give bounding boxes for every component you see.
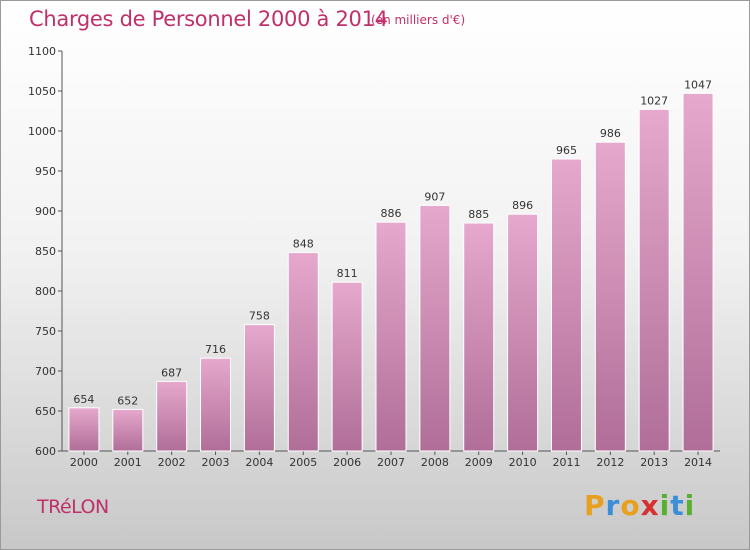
bar-data-label: 654 [73,393,94,406]
x-tick-label: 2003 [202,456,230,469]
y-tick-label: 800 [35,285,56,298]
x-tick-label: 2010 [509,456,537,469]
x-tick-label: 2005 [289,456,317,469]
bar-data-label: 687 [161,366,182,379]
bar [375,221,407,452]
bar [682,92,714,452]
chart-title: Charges de Personnel 2000 à 2014 [29,7,388,31]
bar-data-label: 1047 [684,78,712,91]
y-tick-label: 950 [35,165,56,178]
x-tick-label: 2011 [552,456,580,469]
chart-subtitle: (en milliers d'€) [371,13,466,27]
bar [419,204,451,452]
bar-data-label: 848 [293,238,314,251]
brand-letter: t [670,489,685,522]
x-tick-label: 2006 [333,456,361,469]
x-tick-label: 2013 [640,456,668,469]
brand-letter: i [659,489,671,522]
bar-data-label: 896 [512,199,533,212]
bar [68,407,100,452]
bar [243,324,275,452]
bar [463,222,495,452]
x-tick-label: 2007 [377,456,405,469]
y-tick-label: 650 [35,405,56,418]
bar-data-label: 716 [205,343,226,356]
bar-data-label: 652 [117,394,138,407]
y-tick-label: 1050 [28,85,56,98]
y-tick-label: 600 [35,445,56,458]
bar [112,408,144,452]
brand-letter: i [684,489,696,522]
bar-data-label: 986 [600,127,621,140]
brand-letter: P [584,489,606,522]
bar-data-label: 885 [468,208,489,221]
bar-data-label: 965 [556,144,577,157]
x-tick-label: 2001 [114,456,142,469]
y-tick-label: 850 [35,245,56,258]
location-name: TRéLON [37,496,109,518]
bar-data-label: 886 [381,207,402,220]
bar [550,158,582,452]
x-tick-label: 2009 [465,456,493,469]
bar [594,141,626,452]
bar-data-label: 811 [337,267,358,280]
brand-letter: x [640,489,660,522]
brand-letter: o [620,489,641,522]
y-tick-label: 900 [35,205,56,218]
brand-letter: r [605,489,621,522]
bar-data-label: 1027 [640,94,668,107]
x-tick-label: 2012 [596,456,624,469]
x-tick-label: 2014 [684,456,712,469]
bar-data-label: 758 [249,310,270,323]
bar [331,281,363,452]
x-tick-label: 2002 [158,456,186,469]
bar [507,213,539,452]
y-tick-label: 1000 [28,125,56,138]
y-tick-label: 1100 [28,45,56,58]
brand-logo: Proxiti [584,489,695,522]
x-tick-label: 2004 [245,456,273,469]
bar [200,357,232,452]
bar-data-label: 907 [424,190,445,203]
y-tick-label: 750 [35,325,56,338]
bar [156,380,188,452]
y-tick-label: 700 [35,365,56,378]
x-tick-label: 2008 [421,456,449,469]
bar [638,108,670,452]
bar [287,252,319,452]
x-tick-label: 2000 [70,456,98,469]
